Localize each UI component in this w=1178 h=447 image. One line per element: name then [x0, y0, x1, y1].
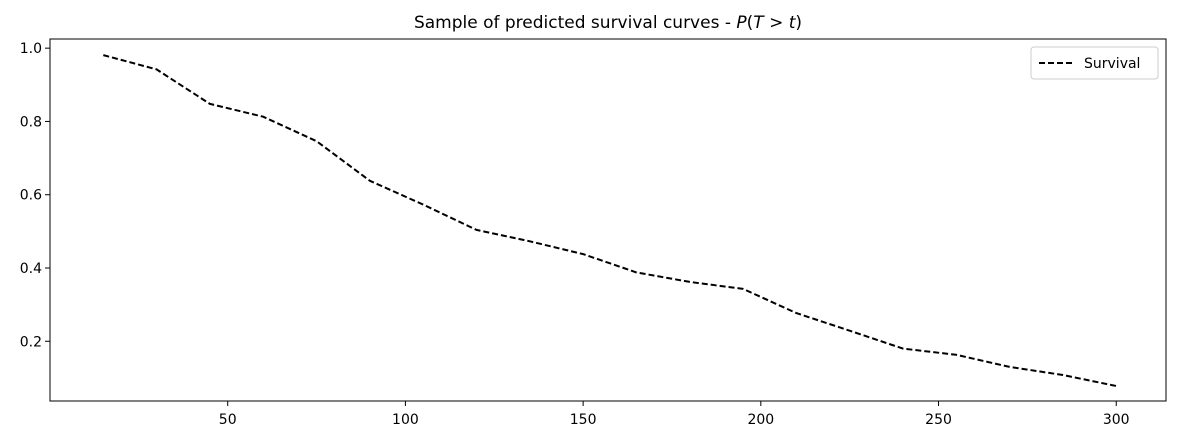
- plot-frame: [50, 39, 1166, 401]
- title-close-paren: ): [795, 13, 802, 33]
- y-tick-label: 1.0: [20, 41, 42, 57]
- y-tick-label: 0.2: [20, 334, 42, 350]
- title-prefix: Sample of predicted survival curves -: [414, 13, 736, 33]
- y-tick-label: 0.8: [20, 114, 42, 130]
- x-tick-label: 250: [925, 412, 952, 428]
- title-open-paren: (: [747, 13, 754, 33]
- series-line-survival: [103, 55, 1116, 386]
- y-tick-label: 0.6: [20, 188, 42, 204]
- title-operator: >: [764, 13, 789, 33]
- x-tick-label: 300: [1103, 412, 1130, 428]
- x-tick-label: 150: [570, 412, 597, 428]
- legend-label: Survival: [1084, 56, 1140, 72]
- x-tick-label: 50: [219, 412, 237, 428]
- x-tick-label: 100: [392, 412, 419, 428]
- axes-layer: 50 100 150 200 250 300 0.2 0.4 0.6 0.8 1.0: [20, 39, 1166, 428]
- x-tick-label: 200: [747, 412, 774, 428]
- y-tick-label: 0.4: [20, 261, 42, 277]
- series-layer: [103, 55, 1116, 386]
- chart-title: Sample of predicted survival curves - P(…: [414, 13, 802, 33]
- legend: Survival: [1031, 47, 1158, 79]
